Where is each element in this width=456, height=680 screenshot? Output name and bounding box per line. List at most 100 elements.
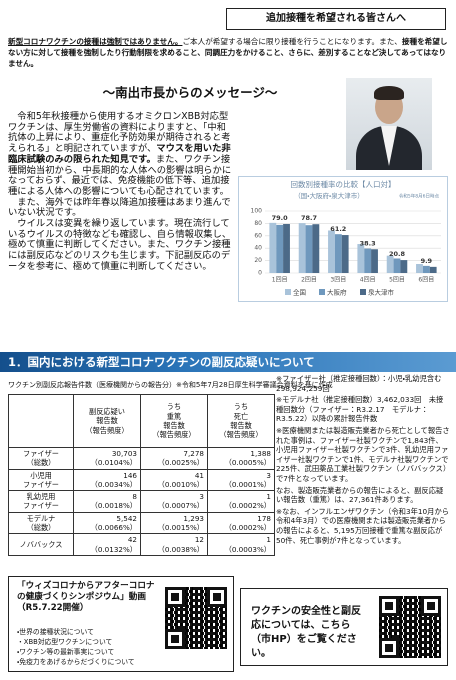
data-label: 61.2 <box>330 225 346 233</box>
x-tick-label: 5回目 <box>389 277 405 284</box>
table-cell: 乳幼児用 ファイザー <box>8 490 74 513</box>
y-tick-label: 80 <box>254 220 262 227</box>
legend-label: 大阪府 <box>327 288 347 297</box>
header-cell <box>8 394 74 448</box>
table-cell: モデルナ （総数） <box>8 511 74 535</box>
cell-line: 1,388 <box>250 449 271 458</box>
data-label: 38.3 <box>360 239 376 247</box>
y-tick-label: 60 <box>254 232 262 239</box>
table-row: 小児用 ファイザー 146 （0.0034%） 41 （0.0010%） 3 （0.0001%… <box>8 468 275 492</box>
cell-line: （0.0002%） <box>224 501 271 511</box>
cell-line: 146 <box>123 470 137 480</box>
table-cell: 7,278 （0.0025%） <box>140 447 208 470</box>
text-segment: また、ワクチン接種開始当初から、中長期的な人体への影響は明らかになっておらず、最… <box>8 153 232 197</box>
list-item: ・XBB対応型ワクチンについて <box>17 638 113 646</box>
bar <box>283 224 290 273</box>
cell-line: （0.0018%） <box>90 501 137 511</box>
cell-line: 12 <box>194 535 204 545</box>
text-segment: 令和5年秋接種から使用するオミクロンXBB対応型ワクチンは、厚生労働省の資料によ… <box>8 111 231 155</box>
cell-line: （総数） <box>26 458 56 468</box>
table-cell: 小児用 ファイザー <box>8 468 74 492</box>
table-row: モデルナ （総数） 5,542 （0.0066%） 1,293 （0.0015%） 178 （… <box>8 511 275 535</box>
y-tick-label: 0 <box>258 270 262 277</box>
list-item: ・世界の接種状況について <box>17 628 94 636</box>
header-line: うち <box>166 402 182 412</box>
header-line: （報告頻度） <box>152 430 196 440</box>
bar <box>312 224 320 273</box>
message-text: 令和5年秋接種から使用するオミクロンXBB対応型ワクチンは、厚生労働省の資料によ… <box>8 111 234 273</box>
bar <box>276 224 284 273</box>
header-line: 死亡 <box>233 411 249 421</box>
text-segment: また、海外では昨年春以降追加接種はあまり進んでいない状況です。 <box>8 196 231 219</box>
cell-line: （0.0104%） <box>90 458 137 468</box>
cell-line: （0.0001%） <box>224 479 271 489</box>
list-item: ・ワクチン等の最新事実について <box>17 648 115 656</box>
section-title: 1．国内における新型コロナワクチンの副反応疑いについて <box>0 352 456 372</box>
cell-line: 3 <box>266 470 271 480</box>
symposium-box: 「ウィズコロナからアフターコロナの健康づくりシンポジウム」動画（R5.7.22開… <box>8 576 234 672</box>
cell-line: 1,293 <box>183 513 204 523</box>
cell-line: ノババックス <box>19 540 63 550</box>
chart-note: 令和5年8月6日時点 <box>399 193 440 200</box>
table: 副反応疑い 報告数 （報告頻度） うち 重篤 報告数 （報告頻度） うち 死亡 報告数 （報告頻度）… <box>8 394 275 556</box>
bar <box>334 234 342 273</box>
table-cell: ノババックス <box>8 533 74 556</box>
text-segment: マウスを用いた非臨床試験のみの限られた知見です。 <box>8 143 231 165</box>
bar <box>305 225 313 273</box>
bar <box>422 265 430 273</box>
table-cell: 146 （0.0034%） <box>73 468 141 492</box>
cell-line: 41 <box>194 470 204 480</box>
bar <box>328 230 335 273</box>
bar <box>429 266 437 273</box>
note: ※なお、インフルエンザワクチン（令和3年10月から令和4年3月）での医療機関また… <box>276 506 450 545</box>
cell-line: ファイザー <box>23 479 59 489</box>
bar <box>269 222 277 273</box>
table-cell: 41 （0.0010%） <box>140 468 208 492</box>
data-label: 79.0 <box>272 214 289 222</box>
cell-line: （0.0002%） <box>224 523 271 533</box>
header-cell: うち 重篤 報告数 （報告頻度） <box>140 394 208 448</box>
cell-line: 5,542 <box>116 513 137 523</box>
bar <box>386 255 394 273</box>
bar <box>416 264 423 273</box>
chart-subtitle: （国・大阪府・泉大津市） <box>294 191 363 200</box>
x-tick-label: 4回目 <box>360 277 376 284</box>
message-title: 〜南出市長からのメッセージ〜 <box>102 85 278 100</box>
cell-line: （0.0010%） <box>157 479 204 489</box>
mayor-photo <box>346 78 432 170</box>
cell-line: ファイザー <box>23 449 59 458</box>
legend-label: 泉大津市 <box>368 288 395 297</box>
x-tick-label: 3回目 <box>330 277 346 284</box>
cell-line: （0.0066%） <box>90 523 137 533</box>
cell-line: モデルナ <box>26 513 56 523</box>
note: ※医療機関または製造販売業者から死亡として報告された事例は、ファイザー社製ワクチ… <box>276 425 450 483</box>
bar <box>364 248 372 273</box>
cell-line: （0.0007%） <box>157 501 204 511</box>
note: なお、製造販売業者からの報告によると、副反応疑い報告数（重篤）は、27,361件… <box>276 485 444 505</box>
cell-line: 7,278 <box>183 449 204 458</box>
qr-code[interactable] <box>379 596 441 658</box>
header-line: 報告数 <box>96 416 118 426</box>
y-tick-label: 100 <box>251 208 263 215</box>
table-cell: 3 （0.0001%） <box>207 468 275 492</box>
cell-line: （0.0038%） <box>157 544 204 554</box>
bar <box>371 249 378 273</box>
x-tick-label: 1回目 <box>272 277 288 284</box>
safety-box: ワクチンの安全性と副反応については、こちら（市HP）をご覧ください。 <box>240 588 448 666</box>
x-tick-label: 6回目 <box>418 277 434 284</box>
cell-line: （0.0003%） <box>224 544 271 554</box>
safety-link-text[interactable]: ワクチンの安全性と副反応については、こちら（市HP）をご覧ください。 <box>251 606 361 659</box>
header-line: 報告数 <box>230 421 252 430</box>
cell-line: （0.0025%） <box>157 458 204 468</box>
header-cell: 副反応疑い 報告数 （報告頻度） <box>73 394 141 448</box>
table-cell: 1 （0.0002%） <box>207 490 275 513</box>
cell-line: ファイザー <box>23 501 59 511</box>
cell-line: 1 <box>266 492 271 502</box>
table-row: ファイザー （総数） 30,703 （0.0104%） 7,278 （0.0025%） 1,… <box>8 447 275 470</box>
qr-code[interactable] <box>165 587 227 649</box>
paragraph: ウイルスは変異を繰り返しています。現在流行しているウイルスの特徴なども確認し、自… <box>8 218 234 273</box>
bar <box>357 244 365 273</box>
bar <box>393 258 401 273</box>
cell-line: 30,703 <box>111 449 137 458</box>
header-line: うち <box>233 402 249 412</box>
